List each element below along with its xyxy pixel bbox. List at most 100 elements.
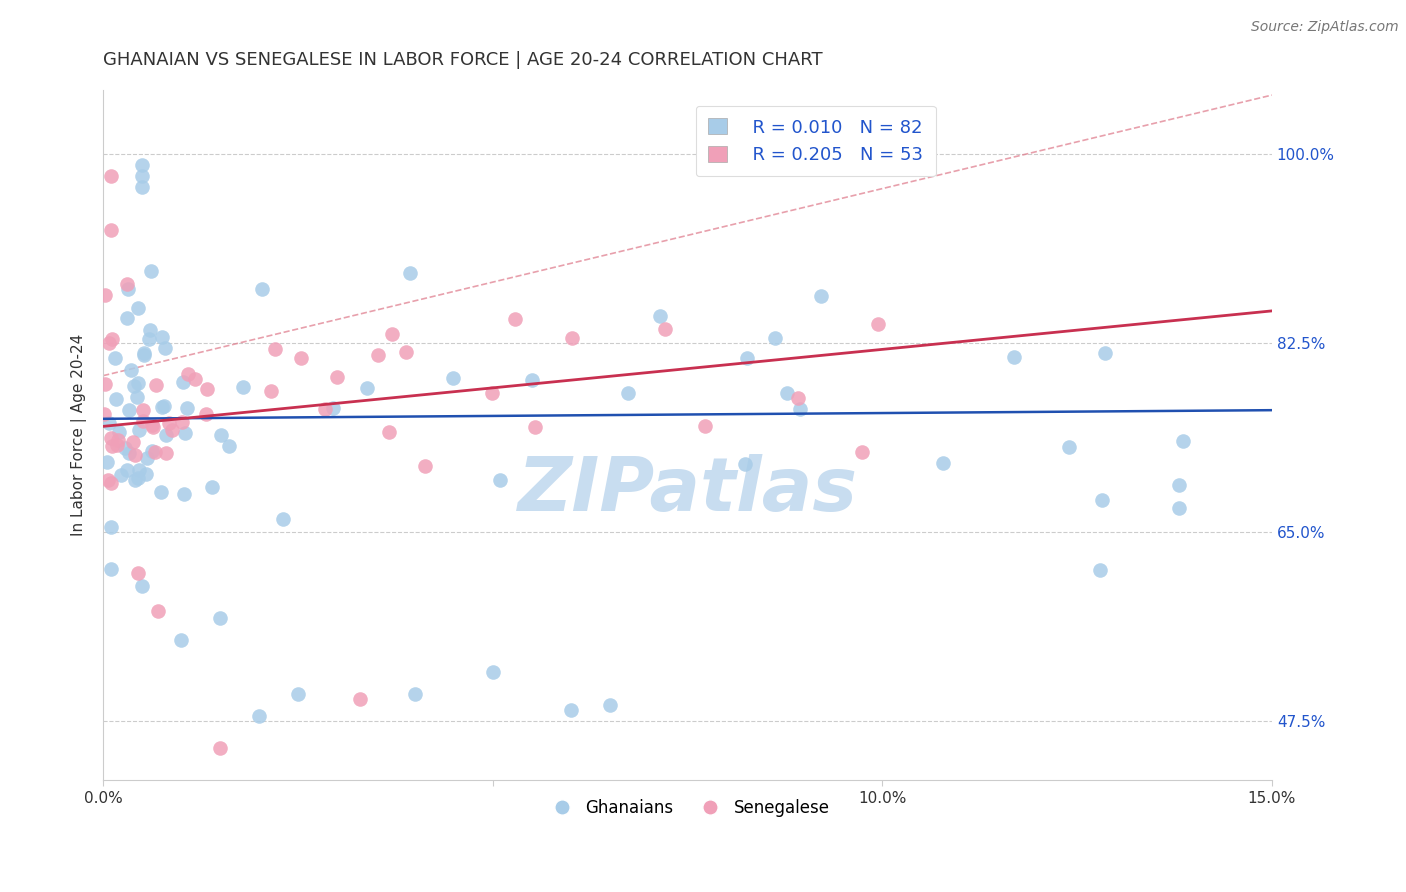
Point bbox=[314, 402, 336, 417]
Point bbox=[765, 331, 787, 345]
Point bbox=[1057, 441, 1080, 455]
Point bbox=[195, 407, 218, 421]
Point bbox=[115, 310, 138, 325]
Point bbox=[866, 317, 889, 331]
Point bbox=[648, 310, 671, 324]
Point bbox=[100, 520, 122, 534]
Point bbox=[735, 351, 758, 366]
Point bbox=[101, 332, 124, 346]
Point bbox=[125, 390, 148, 404]
Point bbox=[118, 403, 141, 417]
Point bbox=[1167, 500, 1189, 515]
Point bbox=[104, 392, 127, 406]
Point bbox=[524, 420, 547, 434]
Point bbox=[170, 415, 193, 429]
Point bbox=[1167, 478, 1189, 492]
Point bbox=[404, 687, 426, 701]
Point bbox=[127, 301, 149, 315]
Point bbox=[481, 665, 503, 680]
Point bbox=[100, 476, 122, 491]
Point bbox=[851, 444, 873, 458]
Point bbox=[173, 425, 195, 440]
Point bbox=[201, 480, 224, 494]
Point bbox=[142, 420, 165, 434]
Point bbox=[789, 402, 811, 417]
Point bbox=[101, 439, 124, 453]
Point bbox=[160, 423, 183, 437]
Point bbox=[1094, 346, 1116, 360]
Point bbox=[776, 385, 799, 400]
Point bbox=[522, 373, 544, 387]
Point bbox=[1002, 350, 1025, 364]
Point bbox=[135, 450, 157, 465]
Point bbox=[488, 473, 510, 487]
Point bbox=[734, 458, 756, 472]
Point bbox=[150, 400, 173, 414]
Point bbox=[260, 384, 283, 399]
Point bbox=[183, 372, 205, 386]
Point bbox=[141, 417, 163, 432]
Point bbox=[107, 434, 129, 448]
Point bbox=[120, 363, 142, 377]
Point bbox=[177, 367, 200, 381]
Point bbox=[100, 562, 122, 576]
Point bbox=[560, 703, 582, 717]
Point bbox=[481, 385, 503, 400]
Point bbox=[131, 179, 153, 194]
Point bbox=[209, 428, 232, 442]
Point bbox=[104, 351, 127, 365]
Point bbox=[263, 342, 285, 356]
Point bbox=[1091, 492, 1114, 507]
Point bbox=[356, 381, 378, 395]
Point bbox=[145, 377, 167, 392]
Point bbox=[322, 401, 344, 416]
Point bbox=[100, 223, 122, 237]
Point bbox=[250, 282, 273, 296]
Point bbox=[395, 345, 418, 359]
Point bbox=[1090, 563, 1112, 577]
Point bbox=[599, 698, 621, 712]
Point bbox=[132, 348, 155, 362]
Point bbox=[94, 288, 117, 302]
Text: GHANAIAN VS SENEGALESE IN LABOR FORCE | AGE 20-24 CORRELATION CHART: GHANAIAN VS SENEGALESE IN LABOR FORCE | … bbox=[103, 51, 823, 69]
Point bbox=[139, 323, 162, 337]
Point bbox=[118, 446, 141, 460]
Text: Source: ZipAtlas.com: Source: ZipAtlas.com bbox=[1251, 20, 1399, 34]
Point bbox=[287, 687, 309, 701]
Point bbox=[100, 169, 122, 183]
Point bbox=[693, 418, 716, 433]
Point bbox=[124, 448, 146, 462]
Point bbox=[110, 468, 132, 483]
Point bbox=[108, 425, 131, 439]
Point bbox=[138, 332, 160, 346]
Point bbox=[97, 335, 120, 350]
Point bbox=[149, 485, 172, 500]
Point bbox=[349, 692, 371, 706]
Point bbox=[122, 379, 145, 393]
Text: ZIPatlas: ZIPatlas bbox=[517, 454, 858, 527]
Point bbox=[172, 375, 194, 389]
Point bbox=[128, 463, 150, 477]
Point bbox=[616, 385, 638, 400]
Point bbox=[176, 401, 198, 415]
Point bbox=[94, 377, 117, 392]
Point bbox=[96, 455, 118, 469]
Point bbox=[290, 351, 312, 365]
Point bbox=[146, 604, 169, 618]
Point bbox=[155, 428, 177, 442]
Point bbox=[441, 371, 464, 385]
Point bbox=[271, 512, 294, 526]
Point bbox=[503, 311, 526, 326]
Point bbox=[93, 408, 115, 422]
Point bbox=[100, 430, 122, 444]
Point bbox=[326, 370, 349, 384]
Point bbox=[131, 403, 153, 417]
Point bbox=[105, 438, 128, 452]
Point bbox=[114, 442, 136, 456]
Point bbox=[173, 487, 195, 501]
Point bbox=[931, 456, 953, 470]
Point bbox=[117, 282, 139, 296]
Point bbox=[122, 435, 145, 450]
Point bbox=[787, 391, 810, 405]
Point bbox=[247, 708, 270, 723]
